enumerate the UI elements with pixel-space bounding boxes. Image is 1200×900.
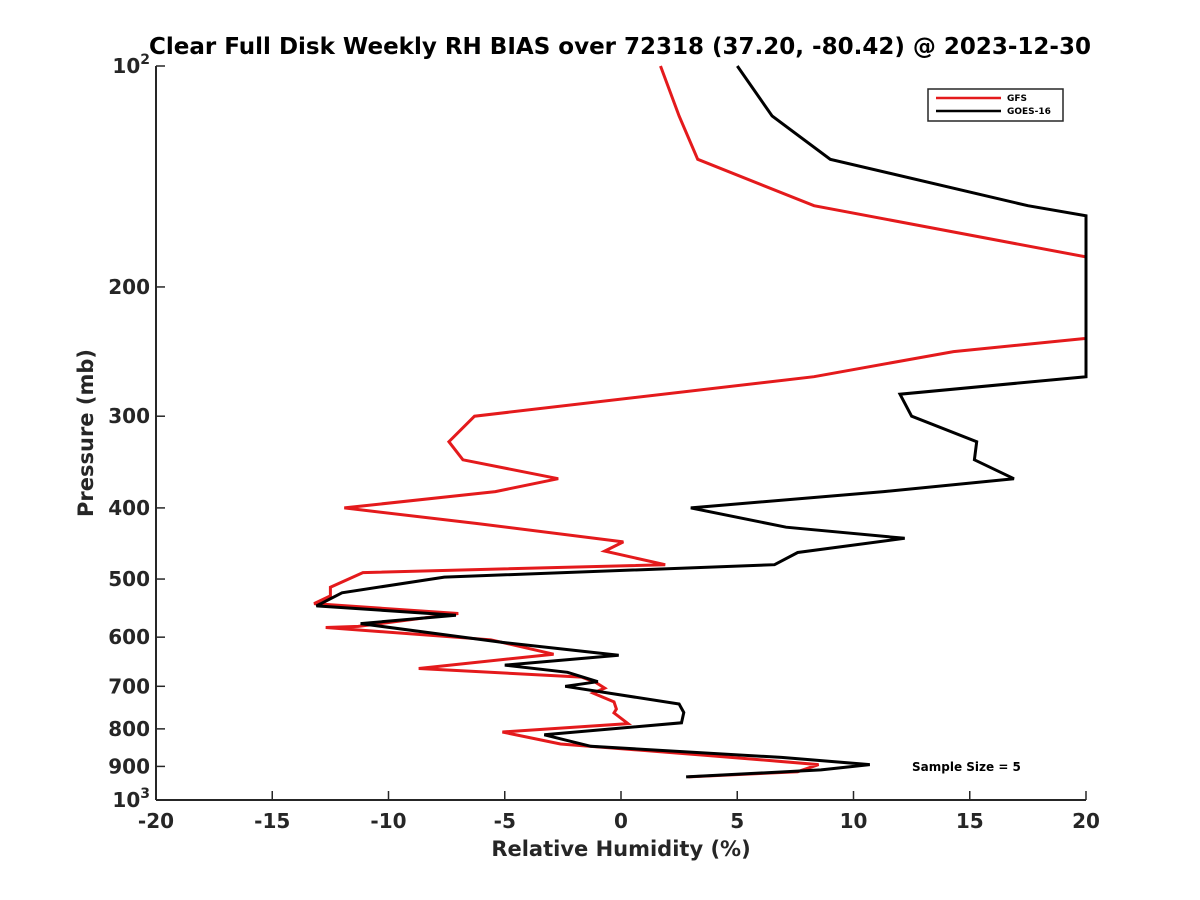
y-tick-label: 800: [108, 717, 150, 741]
sample-size-annotation: Sample Size = 5: [912, 760, 1021, 774]
x-tick-label: 0: [614, 809, 628, 833]
y-axis-label: Pressure (mb): [74, 349, 98, 517]
y-tick-label: 700: [108, 674, 150, 698]
x-axis-label: Relative Humidity (%): [491, 837, 750, 861]
legend: GFS GOES-16: [927, 88, 1064, 122]
x-tick-label: 20: [1072, 809, 1100, 833]
legend-box: [927, 88, 1064, 122]
y-tick-label: 103: [112, 786, 150, 812]
y-tick-label: 900: [108, 754, 150, 778]
x-tick-label: 15: [956, 809, 984, 833]
x-tick-label: -5: [494, 809, 516, 833]
x-tick-label: -10: [370, 809, 406, 833]
legend-label-goes16: GOES-16: [1007, 107, 1051, 117]
y-tick-label: 400: [108, 496, 150, 520]
x-tick-label: -15: [254, 809, 290, 833]
y-ticks: 102 200 300 400 500 600 700 800 900 103: [108, 52, 165, 812]
y-tick-label: 300: [108, 404, 150, 428]
legend-label-gfs: GFS: [1007, 94, 1027, 104]
series-line-goes16: [315, 65, 1088, 779]
y-tick-label: 200: [108, 275, 150, 299]
series-lines: [313, 65, 1088, 779]
x-tick-label: -20: [138, 809, 174, 833]
chart-title: Clear Full Disk Weekly RH BIAS over 7231…: [149, 34, 1091, 60]
y-tick-label: 500: [108, 567, 150, 591]
x-tick-label: 5: [730, 809, 744, 833]
x-tick-label: 10: [840, 809, 868, 833]
y-tick-label: 600: [108, 625, 150, 649]
x-ticks: -20 -15 -10 -5 0 5 10 15 20: [138, 791, 1100, 833]
series-line-gfs: [313, 65, 1088, 779]
y-tick-label: 102: [112, 52, 150, 78]
